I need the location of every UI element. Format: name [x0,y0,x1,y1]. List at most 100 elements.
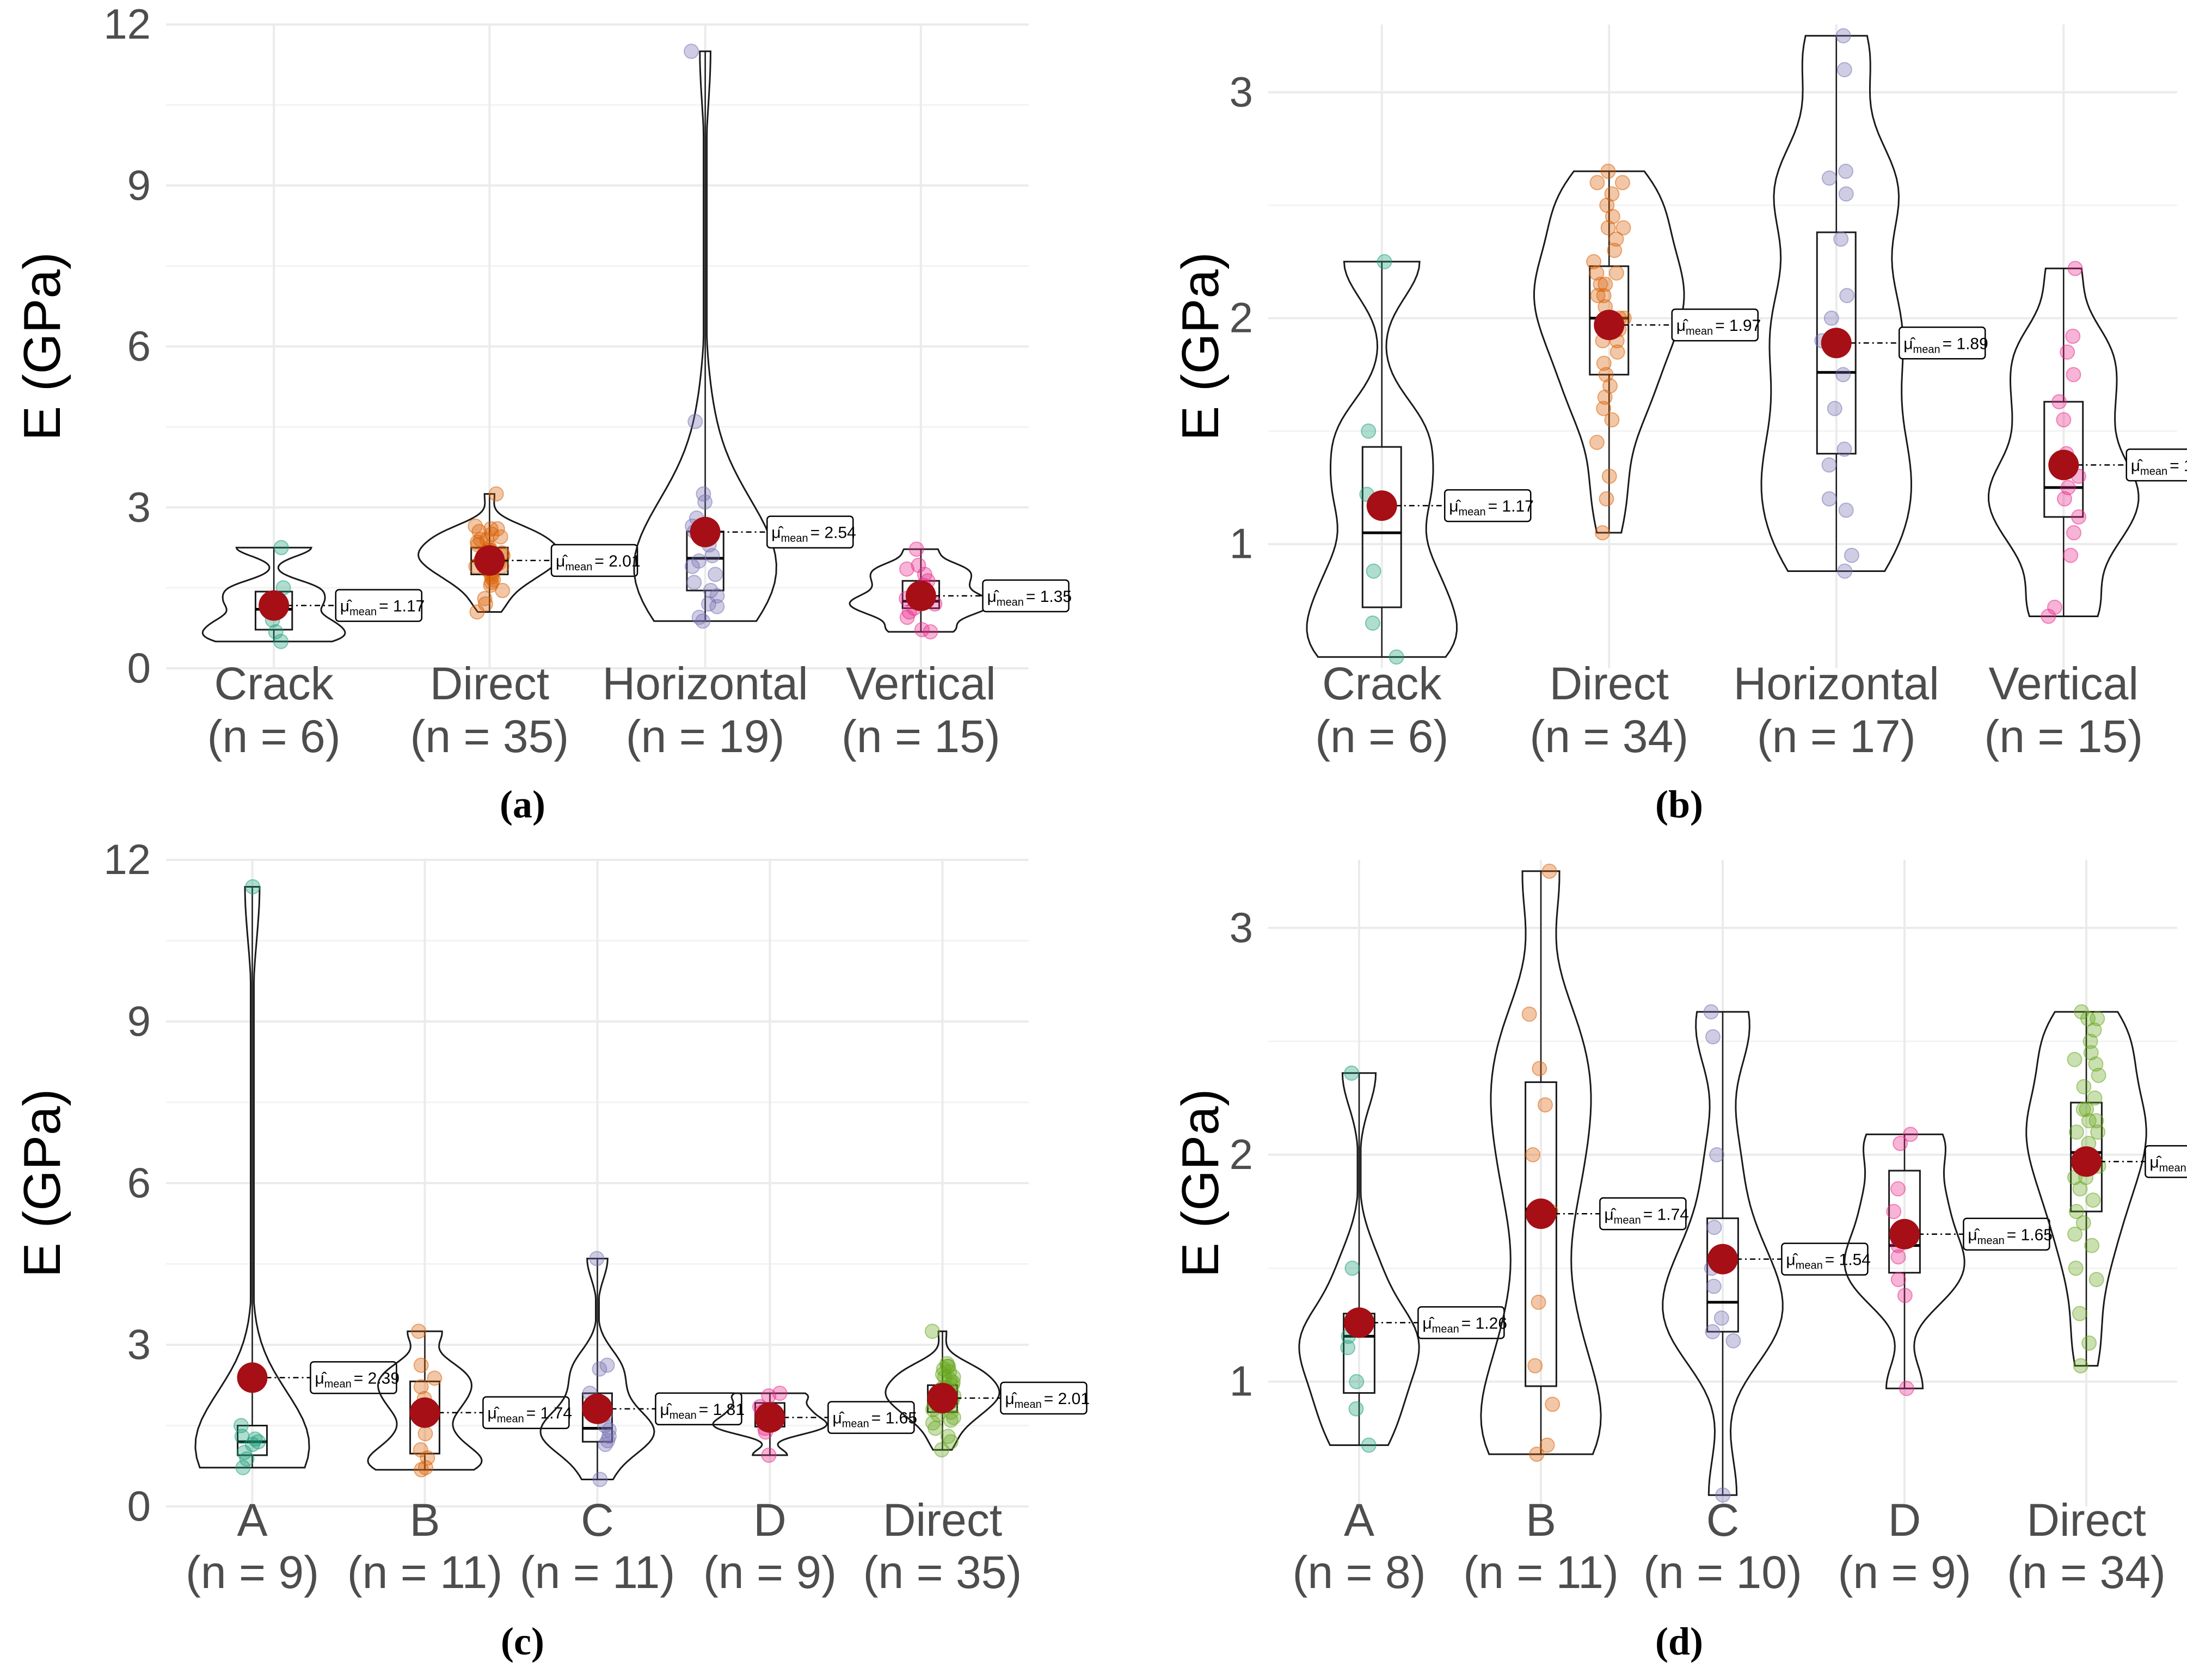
data-point [489,521,505,537]
mean-label: μ̂mean = 1.17 [1449,497,1534,518]
violin-outline [633,50,777,622]
data-point [2068,1260,2084,1276]
mean-label-box [1000,1381,1088,1415]
data-point [1589,175,1605,190]
data-point [2088,1113,2104,1129]
mean-point [1594,310,1625,341]
data-point [1596,401,1612,416]
data-point [2088,1056,2104,1072]
data-point [472,532,488,547]
data-point [413,1442,428,1458]
data-point [1838,163,1854,179]
data-point [1821,170,1837,186]
violin-outline [1533,170,1685,534]
x-tick-count: (n = 6) [1315,711,1448,762]
mean-point [237,1362,268,1393]
data-point [2081,1335,2097,1351]
data-point [2079,1101,2094,1117]
data-point [1541,863,1557,879]
data-point [1614,175,1630,190]
data-point [924,1324,940,1339]
mean-label: μ̂mean = 1.74 [1604,1205,1689,1226]
data-point [592,1361,607,1377]
data-point [2073,1358,2088,1374]
iqr-box [1589,265,1630,376]
data-point [772,1386,788,1401]
data-point [691,553,707,569]
violin-outline [1760,35,1913,572]
x-tick-label: Horizontal [603,658,808,709]
data-point [1598,367,1614,383]
data-point [413,1379,429,1395]
data-point [245,879,261,895]
data-point [2060,344,2075,360]
data-point [1897,1288,1913,1303]
data-point [2087,1090,2103,1106]
data-point [247,1431,263,1447]
data-point [1531,1294,1546,1310]
violin-outline [201,546,346,643]
data-point [2075,1215,2091,1230]
data-point [477,590,493,606]
data-point [1713,1310,1729,1326]
mean-label-box [2145,1145,2187,1178]
x-tick-label: D [753,1494,787,1546]
data-point [2072,1306,2087,1321]
violin-outline [1480,870,1602,1455]
mean-label-box [482,1396,570,1429]
panel-caption: (d) [1655,1620,1703,1663]
mean-point [582,1393,613,1424]
x-tick-count: (n = 35) [863,1547,1022,1598]
data-point [1344,1260,1360,1276]
data-point [1521,1006,1537,1022]
x-tick-count: (n = 11) [1463,1547,1619,1598]
data-point [2060,479,2076,495]
x-tick-label: Direct [430,658,549,709]
mean-label-box [1417,1306,1505,1339]
data-point [599,1357,615,1373]
group-b: μ̂mean = 1.74 [367,1324,572,1478]
data-point [1344,1065,1360,1081]
x-tick-label: Horizontal [1734,658,1939,709]
mean-label: μ̂mean = 2.01 [556,552,641,573]
mean-label: μ̂mean = 2.39 [315,1369,400,1390]
data-point [1890,1181,1906,1197]
iqr-box [1888,1170,1921,1274]
data-point [1600,220,1616,236]
x-tick-label: A [237,1494,267,1546]
data-point [273,540,289,556]
mean-point [1821,328,1852,359]
data-point [1821,491,1837,507]
data-point [2051,394,2067,410]
violin-outline [417,493,562,613]
y-tick-label: 1 [1230,520,1253,568]
x-tick-count: (n = 35) [410,711,569,762]
data-point [1837,563,1853,579]
y-axis-title: E (GPa) [1171,252,1230,441]
y-tick-label: 3 [1230,903,1253,951]
iqr-box [1361,446,1402,608]
data-point [2066,367,2081,383]
data-point [1600,163,1616,179]
violin-outline [712,1392,828,1456]
data-point [427,1370,443,1386]
x-tick-label: C [1706,1494,1740,1546]
mean-point [1366,490,1397,521]
mean-label: μ̂mean = 1.17 [340,598,425,618]
data-point [1608,265,1624,281]
data-point [1529,1447,1545,1462]
data-point [2067,1226,2083,1242]
data-point [488,486,504,502]
data-point [2067,1051,2082,1067]
x-tick-count: (n = 11) [520,1547,675,1598]
group-d: μ̂mean = 1.65 [712,1386,917,1463]
data-point [1715,1487,1731,1503]
y-tick-label: 9 [127,161,151,209]
violin-outline [1844,1133,1965,1389]
data-point [233,1418,249,1433]
data-point [1601,469,1617,484]
y-tick-label: 1 [1230,1357,1253,1405]
panel-b: 1 2 3 E (GPa) μ̂mean = 1.17 Crack(n = 6) μ̂mean… [1171,24,2187,826]
data-point [1725,1333,1741,1349]
